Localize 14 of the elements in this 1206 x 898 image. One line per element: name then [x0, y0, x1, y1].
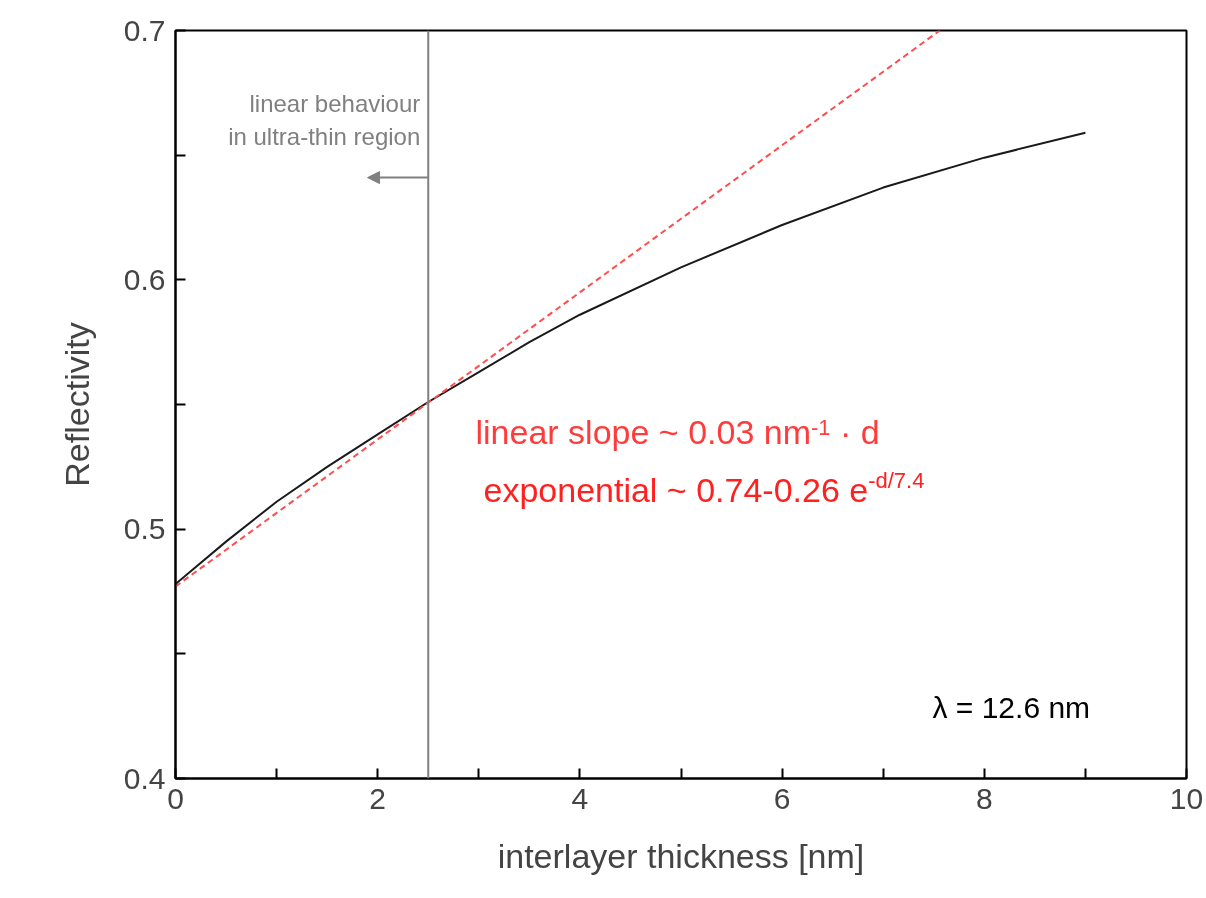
x-tick-label: 2 [369, 781, 387, 815]
y-axis-title: Reflectivity [57, 322, 96, 487]
x-tick-label: 8 [975, 781, 993, 815]
annotation: linear behaviour in ultra-thin region [228, 90, 421, 150]
y-tick-label: 0.5 [123, 512, 166, 546]
y-tick-label: 0.6 [123, 262, 166, 296]
annotation: λ = 12.6 nm [932, 690, 1091, 724]
y-tick-label: 0.4 [123, 761, 166, 795]
x-tick-label: 10 [1169, 781, 1204, 815]
x-tick-label: 6 [773, 781, 791, 815]
x-tick-label: 4 [571, 781, 589, 815]
x-tick-label: 0 [167, 781, 184, 815]
y-tick-label: 0.7 [123, 13, 166, 47]
x-axis-title: interlayer thickness [nm] [497, 836, 865, 875]
